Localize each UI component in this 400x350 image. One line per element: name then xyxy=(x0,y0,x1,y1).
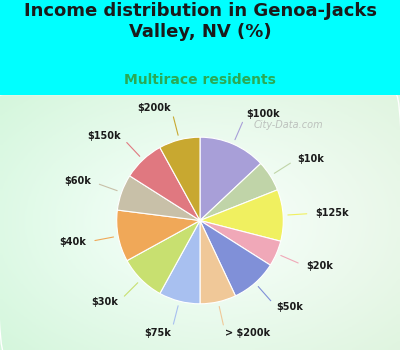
Wedge shape xyxy=(200,220,236,304)
Text: $100k: $100k xyxy=(246,109,280,119)
Wedge shape xyxy=(117,210,200,261)
Wedge shape xyxy=(200,220,281,265)
Text: $150k: $150k xyxy=(87,131,121,141)
Wedge shape xyxy=(160,220,200,304)
Text: $40k: $40k xyxy=(60,237,86,247)
Text: $125k: $125k xyxy=(316,208,349,218)
Text: Multirace residents: Multirace residents xyxy=(124,74,276,88)
Text: $200k: $200k xyxy=(138,104,171,113)
Text: $10k: $10k xyxy=(298,154,324,163)
Text: $50k: $50k xyxy=(276,302,303,312)
Wedge shape xyxy=(200,137,261,220)
Text: > $200k: > $200k xyxy=(225,328,270,338)
Wedge shape xyxy=(127,220,200,294)
Text: City-Data.com: City-Data.com xyxy=(253,120,323,130)
Text: Income distribution in Genoa-Jacks
Valley, NV (%): Income distribution in Genoa-Jacks Valle… xyxy=(24,2,376,41)
Wedge shape xyxy=(200,163,278,220)
Text: $20k: $20k xyxy=(306,261,333,272)
Wedge shape xyxy=(200,220,270,296)
Wedge shape xyxy=(130,147,200,220)
Wedge shape xyxy=(160,137,200,220)
Wedge shape xyxy=(200,190,283,241)
Text: $75k: $75k xyxy=(144,328,171,337)
Text: $60k: $60k xyxy=(64,176,91,186)
Wedge shape xyxy=(117,176,200,220)
Text: $30k: $30k xyxy=(91,297,118,307)
